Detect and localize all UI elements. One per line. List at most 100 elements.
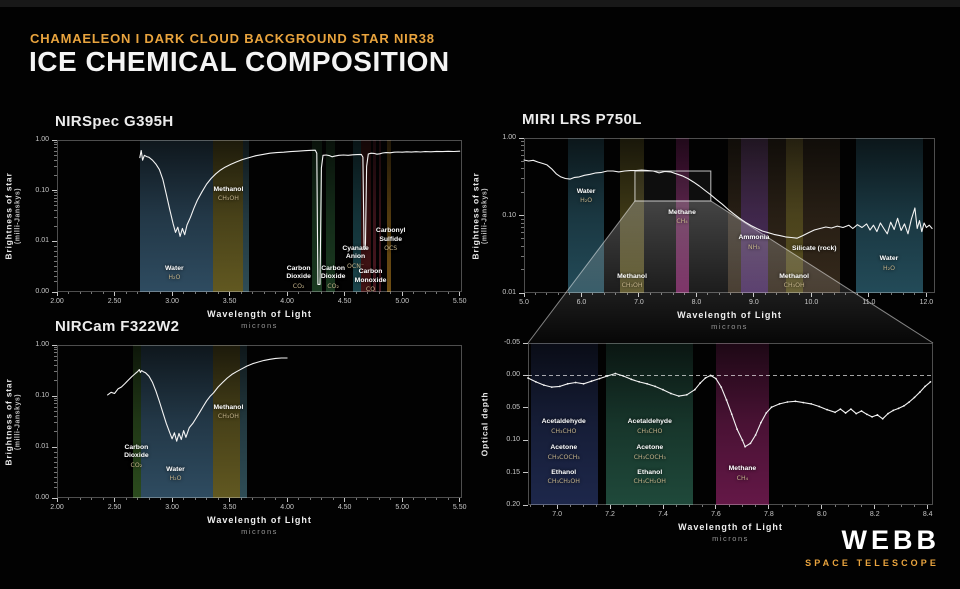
y-minor-tick (54, 271, 57, 273)
x-minor-tick (240, 292, 242, 294)
x-minor-tick (401, 498, 403, 500)
plot-frame (57, 140, 462, 292)
y-tick-label: 0.05 (506, 403, 520, 411)
x-minor-tick (741, 293, 743, 295)
x-minor-tick (183, 498, 185, 500)
molecule-name: Acetone (636, 444, 664, 452)
y-minor-tick (54, 201, 57, 203)
y-minor-tick (521, 191, 524, 193)
molecule-name: Carbon Dioxide (124, 443, 149, 460)
molecule-name: Ethanol (637, 468, 663, 476)
y-minor-tick (54, 245, 57, 247)
x-minor-tick (592, 293, 594, 295)
x-minor-tick (91, 498, 93, 500)
x-minor-tick (447, 292, 449, 294)
x-tick-mark (609, 505, 611, 509)
x-minor-tick (275, 292, 277, 294)
y-minor-tick (521, 160, 524, 162)
absorption-band (606, 343, 694, 505)
x-minor-tick (672, 293, 674, 295)
y-tick-mark (519, 292, 524, 294)
y-minor-tick (54, 256, 57, 258)
x-minor-tick (764, 293, 766, 295)
x-tick-label: 4.00 (280, 298, 294, 305)
x-minor-tick (530, 505, 532, 507)
x-tick-label: 7.4 (658, 511, 668, 518)
molecule-label: Ethanol CH₃CH₂OH (634, 469, 666, 485)
x-tick-label: 8.0 (816, 511, 827, 518)
molecule-name: Water (166, 465, 185, 473)
x-minor-tick (367, 292, 369, 294)
x-minor-tick (569, 293, 571, 295)
x-tick-mark (171, 292, 173, 296)
y-tick-mark (519, 137, 524, 139)
x-minor-tick (580, 293, 582, 295)
y-tick-label: 0.00 (35, 288, 49, 295)
x-tick-label: 6.0 (576, 299, 587, 306)
y-minor-tick (54, 451, 57, 453)
x-minor-tick (615, 293, 617, 295)
y-minor-tick (54, 198, 57, 199)
x-minor-tick (715, 505, 717, 507)
x-minor-tick (556, 505, 558, 507)
x-tick-mark (286, 292, 288, 296)
molecule-name: Silicate (rock) (791, 244, 837, 252)
x-tick-mark (662, 505, 664, 509)
x-minor-tick (523, 293, 525, 295)
x-axis-label: Wavelength of Light microns (528, 522, 933, 543)
x-minor-tick (355, 292, 357, 294)
molecule-label: Methanol CH₃OH (214, 186, 244, 202)
x-axis-label-main: Wavelength of Light (207, 515, 312, 525)
x-minor-tick (436, 498, 438, 500)
y-minor-tick (54, 472, 57, 473)
x-tick-mark (56, 498, 58, 502)
x-tick-mark (114, 498, 116, 502)
molecule-name: Methanol (779, 272, 810, 280)
x-tick-mark (927, 505, 929, 509)
x-minor-tick (596, 505, 598, 507)
x-minor-tick (925, 293, 927, 295)
top-strip (0, 0, 960, 7)
x-minor-tick (741, 505, 743, 507)
x-tick-mark (459, 498, 461, 502)
x-minor-tick (137, 292, 139, 294)
molecule-name: Water (576, 187, 596, 195)
x-minor-tick (900, 505, 902, 507)
absorption-band (239, 345, 247, 498)
plot-frame (57, 345, 462, 498)
x-minor-tick (927, 505, 929, 507)
x-tick-mark (874, 505, 876, 509)
absorption-band (530, 343, 599, 505)
molecule-formula: CO₂ (130, 461, 143, 469)
x-minor-tick (263, 292, 265, 294)
y-tick-mark (52, 190, 57, 192)
x-minor-tick (822, 293, 824, 295)
y-minor-tick (54, 205, 57, 207)
y-tick-mark (52, 139, 57, 141)
y-tick-mark (523, 342, 528, 344)
x-tick-label: 8.2 (869, 511, 880, 518)
x-tick-label: 3.50 (222, 504, 237, 511)
x-minor-tick (160, 292, 162, 294)
webb-logo: WEBB SPACE TELESCOPE (805, 527, 936, 569)
x-minor-tick (206, 498, 208, 500)
page-title: ICE CHEMICAL COMPOSITION (29, 46, 450, 77)
spectrum-curve (523, 159, 933, 239)
y-minor-tick (54, 266, 57, 268)
molecule-formula: CH₃OH (783, 282, 805, 290)
molecule-formula: CH₄ (676, 218, 688, 225)
y-tick-mark (523, 439, 528, 441)
x-minor-tick (436, 292, 438, 294)
x-axis-label-units: microns (241, 321, 278, 330)
y-tick-mark (523, 472, 528, 474)
y-minor-tick (54, 349, 57, 351)
x-tick-mark (229, 292, 231, 296)
x-minor-tick (401, 292, 403, 294)
y-minor-tick (54, 364, 57, 366)
x-tick-mark (171, 498, 173, 502)
x-minor-tick (56, 292, 58, 294)
x-minor-tick (787, 293, 789, 295)
y-tick-mark (52, 344, 57, 346)
x-tick-label: 5.50 (452, 504, 467, 511)
molecule-formula: CH₃CH₂OH (633, 478, 666, 486)
